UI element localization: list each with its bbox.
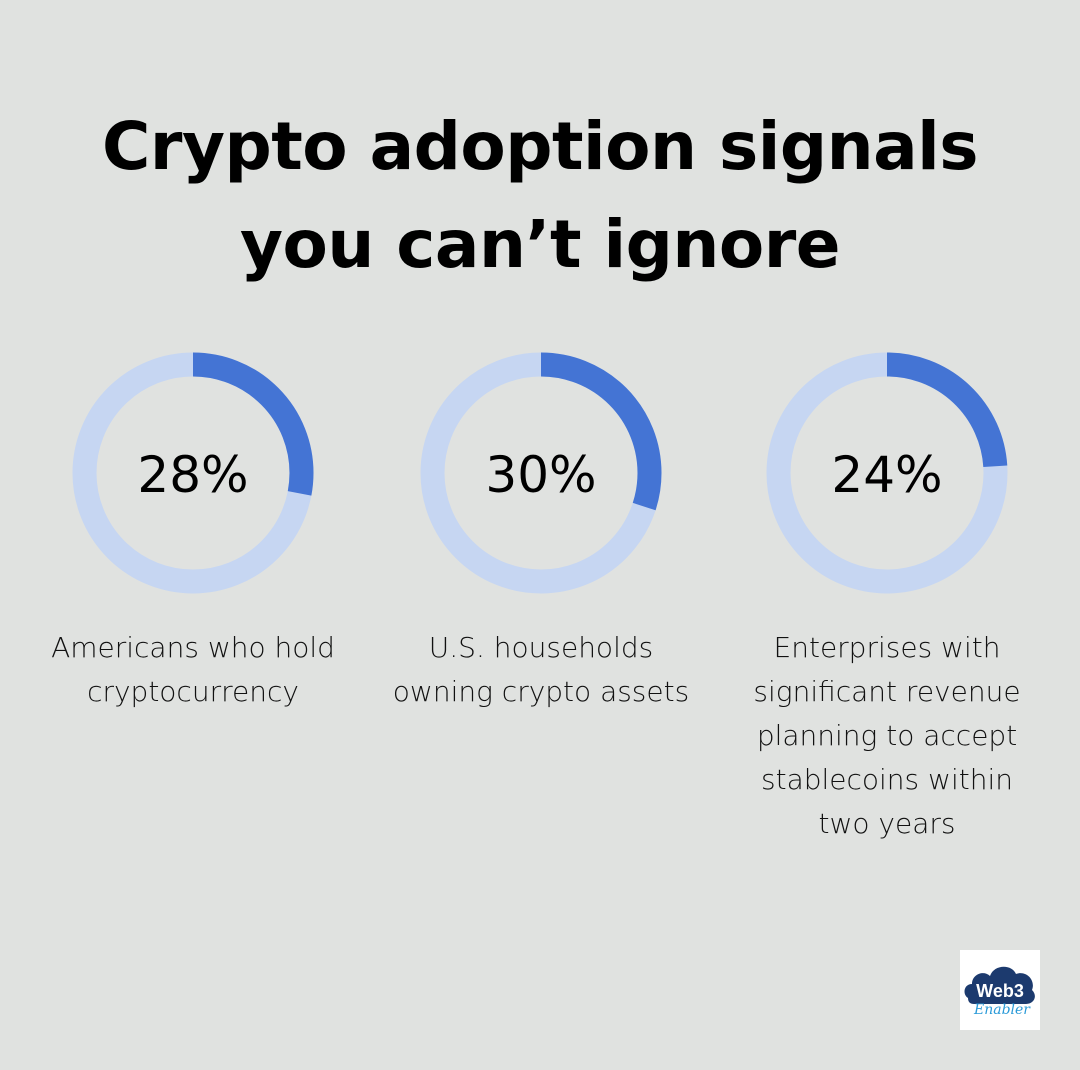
svg-text:Enabler: Enabler [973, 1002, 1031, 1018]
svg-text:Web3: Web3 [976, 981, 1024, 1001]
donut-chart [72, 352, 314, 594]
donut-value-arc [766, 352, 1008, 594]
title-line-2: you can’t ignore [239, 206, 841, 283]
stat-description: U.S. households owning crypto assets [392, 631, 690, 708]
percent-label: 28% [137, 446, 249, 504]
percent-label: 24% [831, 446, 943, 504]
page-title: Crypto adoption signals you can’t ignore [0, 98, 1080, 294]
stat-description: Enterprises with significant revenue pla… [753, 631, 1021, 840]
donut-value-arc [420, 352, 662, 594]
donut-value-arc [72, 352, 314, 594]
stat-description: Americans who hold cryptocurrency [51, 631, 335, 708]
donut-chart [766, 352, 1008, 594]
donut-chart [420, 352, 662, 594]
title-line-1: Crypto adoption signals [101, 108, 979, 185]
percent-label: 30% [485, 446, 597, 504]
web3-enabler-logo: Web3 Enabler [960, 950, 1040, 1030]
